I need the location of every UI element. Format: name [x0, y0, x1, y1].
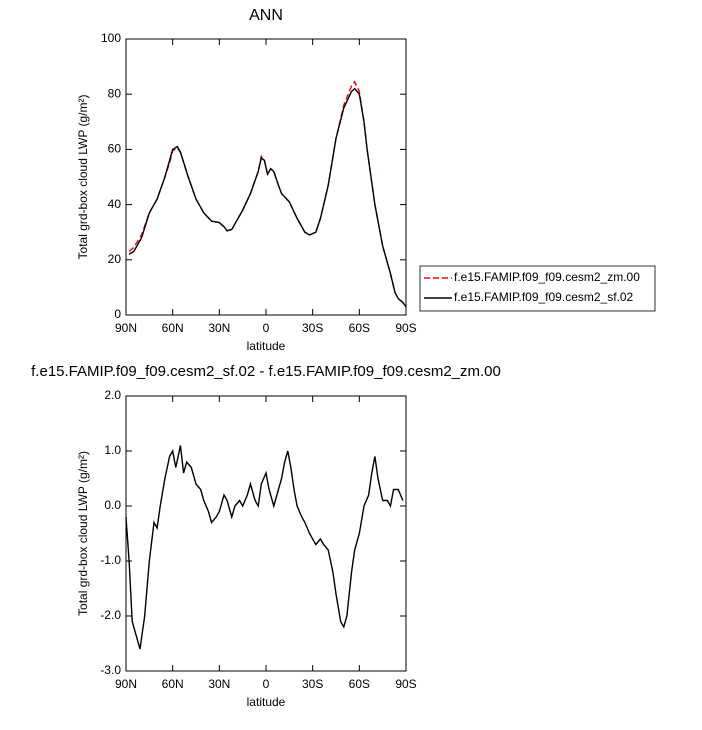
data-line: [128, 87, 407, 308]
y-axis-title: Total grd-box cloud LWP (g/m²): [76, 95, 90, 260]
legend-box: [419, 265, 656, 312]
y-tick-label: 100: [101, 31, 121, 45]
y-tick-label: 1.0: [104, 443, 121, 457]
x-tick-label: 90N: [115, 677, 137, 691]
y-tick-label: 0.0: [104, 498, 121, 512]
y-tick-label: 2.0: [104, 388, 121, 402]
x-tick-label: 90S: [395, 677, 416, 691]
x-tick-label: 30S: [302, 677, 323, 691]
x-tick-label: 60S: [349, 677, 370, 691]
y-tick-label: -1.0: [100, 553, 121, 567]
y-tick-label: 0: [114, 307, 121, 321]
x-tick-label: 0: [263, 677, 270, 691]
x-tick-label: 30N: [208, 677, 230, 691]
y-tick-label: 40: [108, 197, 122, 211]
x-tick-label: 60S: [349, 321, 370, 335]
y-tick-label: -3.0: [100, 663, 121, 677]
plot-frame: [125, 38, 407, 316]
y-tick-label: 60: [108, 142, 122, 156]
chart-title: ANN: [249, 7, 283, 24]
x-tick-label: 60N: [162, 321, 184, 335]
y-tick-label: 80: [108, 86, 122, 100]
x-axis-title: latitude: [247, 695, 286, 709]
chart-title: f.e15.FAMIP.f09_f09.cesm2_sf.02 - f.e15.…: [31, 363, 501, 380]
plot-frame: [125, 395, 407, 672]
legend-label: f.e15.FAMIP.f09_f09.cesm2_sf.02: [454, 290, 634, 304]
x-tick-label: 90S: [395, 321, 416, 335]
x-tick-label: 60N: [162, 677, 184, 691]
y-tick-label: 20: [108, 252, 122, 266]
y-tick-label: -2.0: [100, 608, 121, 622]
x-axis-title: latitude: [247, 339, 286, 353]
data-line: [128, 80, 407, 308]
x-tick-label: 0: [263, 321, 270, 335]
y-axis-title: Total grd-box cloud LWP (g/m²): [76, 451, 90, 616]
x-tick-label: 30N: [208, 321, 230, 335]
legend-label: f.e15.FAMIP.f09_f09.cesm2_zm.00: [454, 270, 640, 284]
x-tick-label: 90N: [115, 321, 137, 335]
x-tick-label: 30S: [302, 321, 323, 335]
data-line: [125, 445, 404, 650]
